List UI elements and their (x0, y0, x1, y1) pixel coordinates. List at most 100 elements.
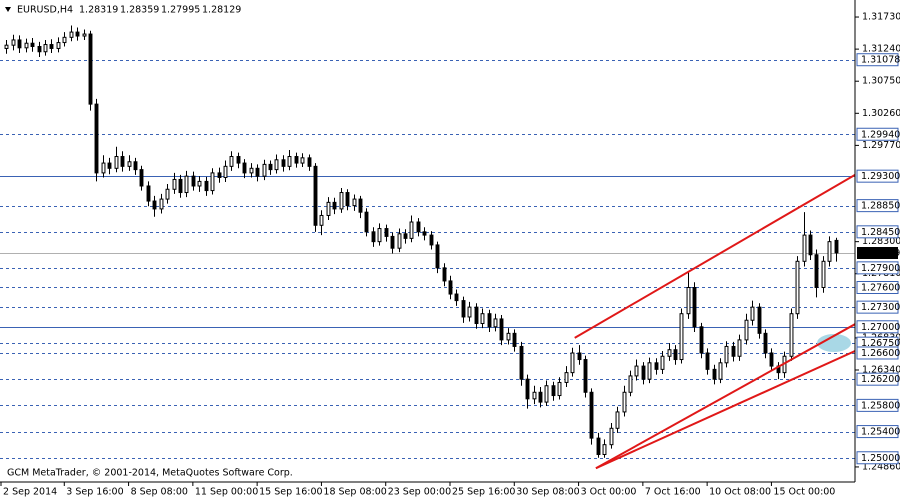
candle-body (673, 349, 678, 361)
candle-body (712, 368, 717, 380)
level-label-box (856, 127, 899, 141)
level-label: 1.26750 (861, 338, 900, 349)
level-label: 1.25400 (861, 427, 900, 438)
candle-body (769, 352, 774, 367)
candle-body (384, 228, 389, 237)
candle-body (789, 313, 794, 357)
candle-body (532, 391, 537, 400)
candle-body (364, 211, 369, 233)
candle-body (397, 233, 402, 249)
candle-body (679, 313, 684, 361)
level-label: 1.29940 (861, 129, 900, 140)
header-close: 1.28129 (202, 5, 241, 16)
candle-body (454, 293, 459, 302)
candle-body (94, 103, 99, 174)
candle-body (435, 244, 440, 269)
x-tick-label: 10 Oct 08:00 (709, 487, 771, 498)
y-tick-label: 1.31730 (862, 12, 900, 23)
trendline (595, 323, 855, 470)
candle-body (487, 313, 492, 328)
bid-label-box (857, 247, 898, 259)
candle-body (602, 444, 607, 455)
candle-body (223, 165, 228, 178)
candle-body (750, 306, 755, 321)
candle-body (525, 378, 530, 400)
candle-body (628, 375, 633, 393)
candle-body (165, 188, 170, 200)
candle-body (204, 180, 209, 192)
candle-body (795, 260, 800, 315)
level-label: 1.27900 (861, 263, 900, 274)
candle-body (377, 228, 382, 243)
levels (0, 60, 855, 459)
candle-body (69, 31, 74, 38)
candle-body (544, 385, 549, 403)
candle-body (467, 306, 472, 318)
candle-body (557, 381, 562, 397)
candle-body (724, 345, 729, 364)
candle-body (56, 42, 61, 49)
candle-body (101, 162, 106, 174)
candle-body (808, 234, 813, 256)
candle-body (262, 163, 267, 177)
x-tick-label: 3 Oct 00:00 (581, 487, 637, 498)
candle-body (191, 175, 196, 187)
level-label-box (856, 261, 899, 275)
level-label: 1.28850 (861, 201, 900, 212)
y-tick-label: 1.31240 (862, 44, 900, 55)
y-tick-label: 1.29770 (862, 140, 900, 151)
candle-body (744, 319, 749, 341)
candle-body (609, 427, 614, 446)
x-tick-label: 8 Sep 08:00 (131, 487, 188, 498)
level-label: 1.25800 (861, 400, 900, 411)
level-label-box (856, 320, 899, 334)
candle-body (660, 355, 665, 370)
x-tick-label: 23 Sep 00:00 (388, 487, 451, 498)
candle-body (493, 318, 498, 328)
candle-body (551, 385, 556, 397)
candle-body (152, 200, 157, 210)
candle-body (82, 33, 87, 37)
candle-body (294, 156, 299, 164)
x-tick-label: 11 Sep 00:00 (195, 487, 258, 498)
candle-body (114, 156, 119, 169)
candle-body (692, 286, 697, 328)
x-tick-label: 18 Sep 08:00 (323, 487, 386, 498)
level-label-box (856, 169, 899, 183)
candle-body (159, 198, 164, 210)
candle-body (249, 167, 254, 174)
candle-body (339, 192, 344, 210)
header-open: 1.28319 (79, 5, 118, 16)
candle-body (11, 39, 16, 46)
candle-body (236, 156, 241, 164)
candle-body (120, 156, 125, 167)
candle-body (371, 231, 376, 243)
candle-body (699, 326, 704, 354)
candle-body (763, 332, 768, 354)
plot-layer: 1.31730 1.31240 1.30750 1.30260 1.29770 1.283… (0, 12, 900, 498)
candle-body (821, 260, 826, 288)
candle-body (352, 198, 357, 207)
candle-body (358, 198, 363, 213)
level-label: 1.26600 (861, 348, 900, 359)
candle-body (62, 36, 67, 44)
level-label-box (856, 425, 899, 439)
candle-body (210, 172, 215, 192)
candle-body (589, 391, 594, 439)
candle-body (480, 313, 485, 325)
level-label: 1.27000 (861, 322, 900, 333)
candle-body (390, 235, 395, 249)
level-label: 1.27300 (861, 302, 900, 313)
candles (4, 25, 839, 458)
candle-body (448, 280, 453, 295)
candle-body (345, 192, 350, 207)
candle-body (583, 359, 588, 393)
candle-body (647, 362, 652, 380)
candle-body (287, 156, 292, 167)
candle-body (538, 391, 543, 403)
copyright: GCM MetaTrader, © 2001-2014, MetaQuotes … (7, 468, 293, 479)
x-tick-label: 3 Sep 16:00 (66, 487, 123, 498)
candle-body (229, 156, 234, 167)
